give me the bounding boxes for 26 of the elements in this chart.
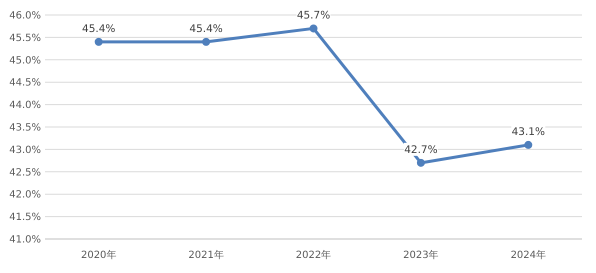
data-label: 43.1% xyxy=(512,126,545,138)
y-tick-label: 44.0% xyxy=(9,100,41,112)
y-tick-label: 43.0% xyxy=(9,144,41,156)
y-tick-label: 45.5% xyxy=(9,32,41,44)
x-tick-label: 2021年 xyxy=(188,249,224,261)
data-label: 45.4% xyxy=(82,22,116,35)
point xyxy=(202,38,210,46)
y-tick-label: 41.0% xyxy=(9,234,41,246)
y-tick-label: 42.5% xyxy=(9,167,41,178)
y-tick-label: 44.5% xyxy=(9,78,41,89)
x-tick-label: 2024年 xyxy=(510,249,546,261)
y-tick-label: 43.5% xyxy=(9,122,41,134)
point xyxy=(94,38,103,46)
point xyxy=(310,24,318,32)
y-tick-label: 45.0% xyxy=(9,55,41,66)
data-label: 42.7% xyxy=(404,144,438,156)
x-tick-label: 2020年 xyxy=(80,249,116,261)
data-label: 45.4% xyxy=(189,22,223,35)
data-label: 45.7% xyxy=(296,9,330,22)
y-tick-label: 42.0% xyxy=(9,190,41,201)
x-tick-label: 2023年 xyxy=(403,249,439,261)
point xyxy=(524,140,532,149)
y-tick-label: 41.5% xyxy=(9,212,41,224)
y-tick-label: 46.0% xyxy=(9,10,41,22)
x-tick-label: 2022年 xyxy=(296,249,332,261)
point xyxy=(416,158,425,167)
